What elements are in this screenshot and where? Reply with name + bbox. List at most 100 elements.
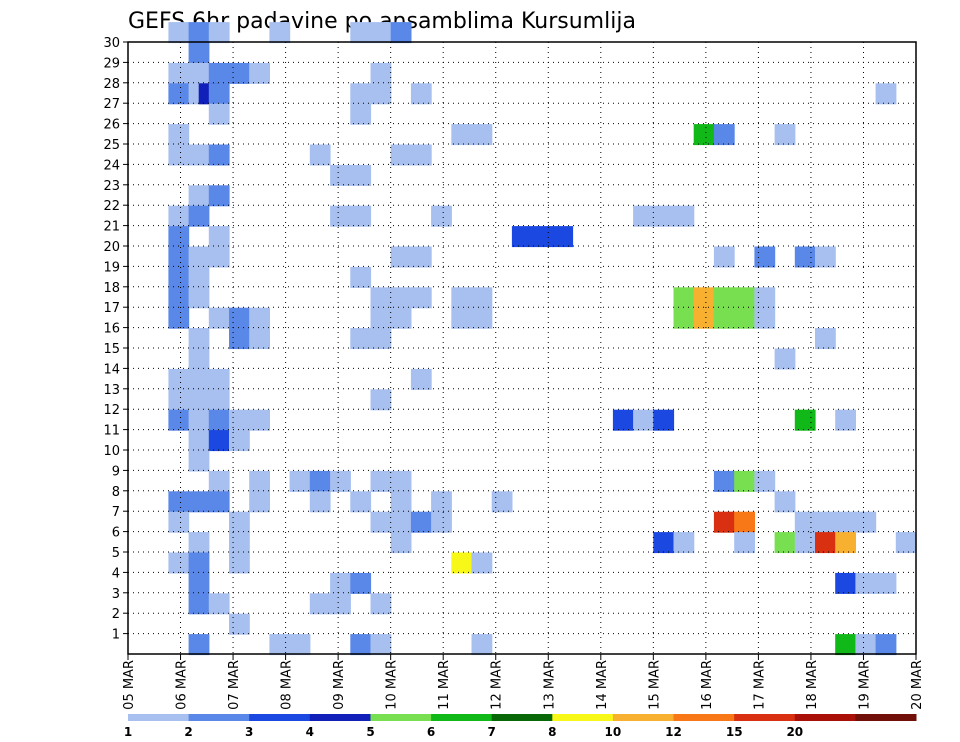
precip-cell [835, 409, 856, 431]
precip-cell [168, 491, 190, 513]
grid-lines [128, 41, 916, 654]
colorbar-label: 6 [427, 725, 435, 739]
precip-cell [431, 205, 452, 227]
y-tick-label: 16 [103, 322, 120, 337]
precip-cell [350, 328, 372, 350]
precip-cell [229, 328, 250, 350]
x-tick-label: 08 MAR [280, 660, 295, 710]
y-tick-label: 2 [112, 607, 120, 622]
precip-cell [188, 144, 210, 166]
colorbar-segment [552, 714, 614, 721]
precip-cell [168, 62, 190, 84]
precip-cell [835, 511, 856, 533]
precip-cell [370, 83, 392, 105]
precip-cell [208, 430, 230, 452]
precip-cell [350, 83, 372, 105]
precip-cell [208, 409, 230, 431]
y-tick-label: 8 [112, 485, 120, 500]
precip-cell [370, 328, 392, 350]
colorbar-label: 12 [665, 725, 682, 739]
precip-cell [835, 532, 856, 554]
precip-cell [229, 409, 250, 431]
colorbar-label: 20 [786, 725, 803, 739]
precip-cell [208, 246, 230, 268]
precip-cell [370, 511, 392, 533]
precip-cell [471, 307, 493, 329]
precip-cell [188, 185, 210, 207]
precip-cell [309, 593, 331, 615]
precip-cell [168, 368, 190, 390]
colorbar-label: 5 [366, 725, 374, 739]
x-tick-label: 14 MAR [595, 660, 610, 710]
precip-cell [188, 287, 210, 309]
x-tick-label: 19 MAR [857, 660, 872, 710]
precip-cell [410, 83, 432, 105]
colorbar-segment [188, 714, 250, 721]
precip-cell [612, 409, 634, 431]
x-tick-label: 18 MAR [805, 660, 820, 710]
colorbar-segment [309, 714, 371, 721]
precip-cell [673, 532, 695, 554]
precip-cell [734, 287, 755, 309]
precip-cell [330, 572, 351, 594]
precip-cell [229, 62, 250, 84]
precip-cell [249, 470, 270, 492]
precip-cell [330, 205, 351, 227]
precip-cell [693, 307, 715, 329]
x-tick-label: 13 MAR [542, 660, 557, 710]
y-tick-label: 4 [112, 566, 120, 581]
colorbar-label: 4 [306, 725, 314, 739]
precip-cell [754, 307, 776, 329]
precip-cell [188, 328, 210, 350]
precip-cell [350, 22, 372, 44]
precip-cell [208, 307, 230, 329]
precip-cell [289, 470, 311, 492]
precip-cell [350, 634, 372, 656]
precip-cell [653, 532, 675, 554]
precip-cell [673, 287, 695, 309]
precip-cell [229, 430, 250, 452]
colorbar-segment [370, 714, 432, 721]
precip-cell [713, 124, 735, 146]
precip-cell [390, 491, 412, 513]
precip-cell [229, 613, 250, 635]
precip-cell [229, 511, 250, 533]
colorbar-segment [249, 714, 311, 721]
precip-cell [249, 307, 270, 329]
precip-cell [734, 532, 755, 554]
precip-cell [188, 266, 210, 288]
precip-cell [633, 409, 654, 431]
precip-cell [835, 634, 856, 656]
precip-cell [734, 511, 755, 533]
precip-cell [370, 389, 392, 411]
precip-cell [431, 511, 452, 533]
precip-cell [168, 511, 190, 533]
y-tick-label: 1 [112, 628, 120, 643]
precipitation-cells [168, 22, 917, 656]
precip-cell [208, 83, 230, 105]
y-tick-label: 23 [103, 179, 120, 194]
y-tick-label: 19 [103, 260, 120, 275]
precip-cell [532, 226, 553, 248]
precip-cell [451, 287, 473, 309]
precip-cell [168, 205, 190, 227]
precip-cell [208, 368, 230, 390]
precip-cell [208, 226, 230, 248]
colorbar-segment [491, 714, 553, 721]
precip-cell [208, 491, 230, 513]
precip-cell [410, 511, 432, 533]
precip-cell [229, 552, 250, 574]
precip-cell [188, 348, 210, 370]
x-tick-label: 11 MAR [437, 660, 452, 710]
precip-cell [774, 491, 796, 513]
precip-cell [168, 266, 190, 288]
precip-cell [855, 572, 877, 594]
precip-cell [309, 491, 331, 513]
x-tick-label: 06 MAR [175, 660, 190, 710]
y-tick-label: 13 [103, 383, 120, 398]
precip-cell [431, 491, 452, 513]
precip-cell [269, 634, 291, 656]
precip-cell [168, 246, 190, 268]
precip-cell [188, 368, 210, 390]
